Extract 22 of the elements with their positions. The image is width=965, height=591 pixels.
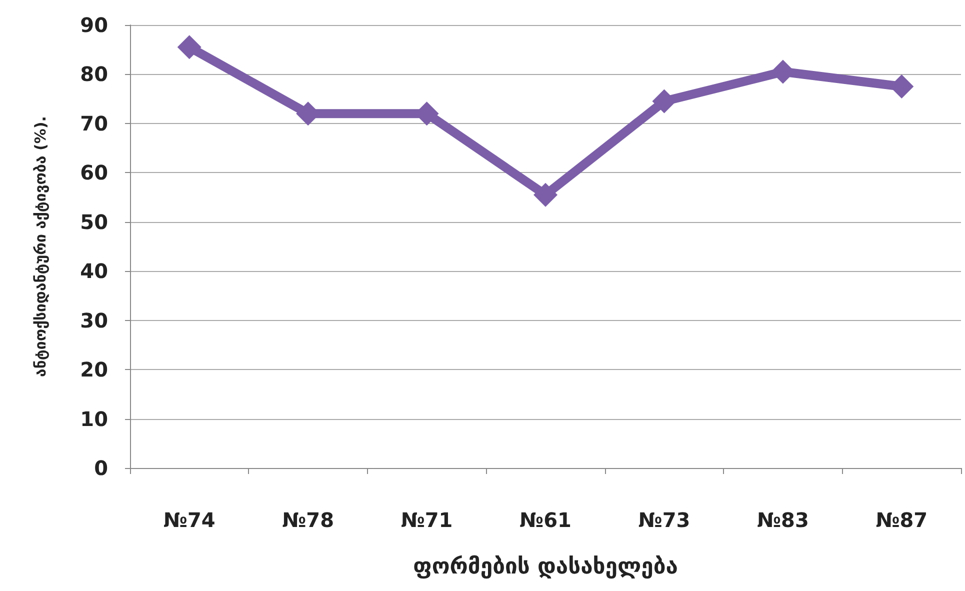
x-tick-label: №74 [163, 508, 216, 532]
y-axis-title: ანტიოქსიდანტური აქტივობა (%). [32, 116, 50, 377]
x-tick-label: №87 [876, 508, 928, 532]
x-axis-title: ფორმების დასახელება [413, 554, 678, 580]
y-tick-label: 80 [80, 62, 108, 86]
point [534, 182, 558, 207]
x-tick-label: №83 [756, 508, 809, 532]
y-tick-label: 10 [80, 406, 108, 431]
y-tick-label: 0 [94, 456, 108, 480]
x-tick-label: №71 [400, 508, 453, 532]
y-tick-label: 30 [80, 308, 108, 332]
y-tick-label: 90 [80, 13, 108, 37]
y-tick-label: 50 [80, 210, 108, 234]
point [177, 35, 202, 60]
x-tick-label: №73 [638, 508, 690, 532]
y-tick-label: 70 [80, 111, 108, 136]
y-tick-label: 20 [80, 358, 108, 382]
x-tick-label: №61 [520, 508, 572, 532]
y-tick-label: 40 [80, 259, 108, 284]
y-tick-label: 60 [80, 160, 108, 185]
x-tick-label: №78 [282, 508, 334, 532]
point [652, 89, 676, 114]
